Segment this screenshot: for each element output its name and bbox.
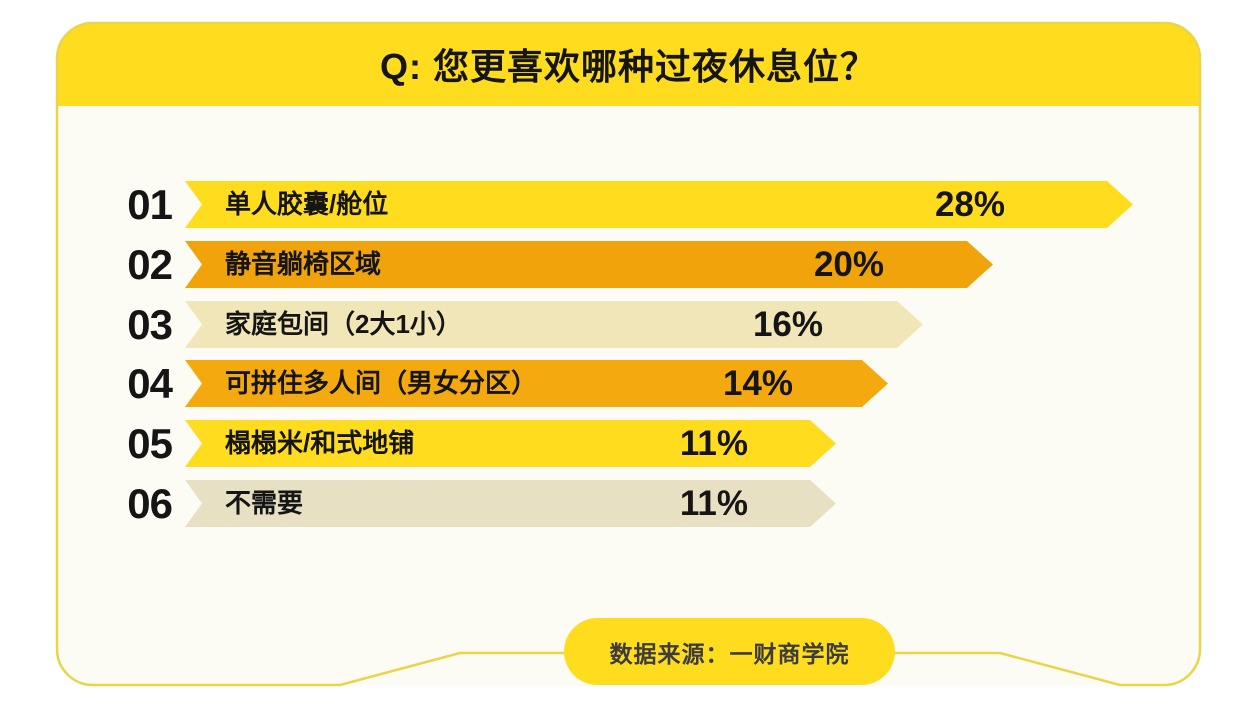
chart-title: Q: 您更喜欢哪种过夜休息位？	[380, 46, 877, 87]
bar-value: 11%	[679, 424, 748, 463]
bar: 单人胶囊/舱位 28%	[185, 181, 1133, 228]
rank-label: 06	[127, 480, 173, 527]
bar-row: 02 静音躺椅区域 20%	[0, 241, 1248, 288]
bar-label: 可拼住多人间（男女分区）	[225, 368, 538, 398]
bar-label: 单人胶囊/舱位	[225, 189, 389, 219]
panel-background	[56, 22, 1201, 686]
bar: 榻榻米/和式地铺 11%	[185, 420, 836, 467]
rank-label: 04	[127, 360, 173, 407]
rank-label: 01	[127, 181, 173, 228]
bar-label: 静音躺椅区域	[225, 249, 382, 279]
bar-label: 榻榻米/和式地铺	[225, 428, 415, 458]
bar-row: 04 可拼住多人间（男女分区） 14%	[0, 360, 1248, 407]
rank-label: 05	[127, 420, 173, 467]
bar-row: 05 榻榻米/和式地铺 11%	[0, 420, 1248, 467]
bar-value: 11%	[679, 484, 748, 523]
bar-value: 28%	[934, 185, 1005, 224]
bar: 不需要 11%	[185, 480, 836, 527]
rank-label: 03	[127, 301, 173, 348]
bar-value: 20%	[813, 245, 884, 284]
bar: 静音躺椅区域 20%	[185, 241, 993, 288]
source-pill: 数据来源：一财商学院	[564, 618, 895, 685]
bar-row: 01 单人胶囊/舱位 28%	[0, 181, 1248, 228]
bar-value: 14%	[722, 364, 793, 403]
bar: 家庭包间（2大1小） 16%	[185, 301, 923, 348]
bar-label: 不需要	[225, 488, 304, 518]
bar-row: 06 不需要 11%	[0, 480, 1248, 527]
rank-label: 02	[127, 241, 173, 288]
bar: 可拼住多人间（男女分区） 14%	[185, 360, 888, 407]
title-band: Q: 您更喜欢哪种过夜休息位？	[56, 22, 1201, 106]
bar-value: 16%	[752, 305, 823, 344]
source-label: 数据来源：一财商学院	[609, 640, 850, 667]
bar-label: 家庭包间（2大1小）	[225, 309, 462, 339]
bar-row: 03 家庭包间（2大1小） 16%	[0, 301, 1248, 348]
